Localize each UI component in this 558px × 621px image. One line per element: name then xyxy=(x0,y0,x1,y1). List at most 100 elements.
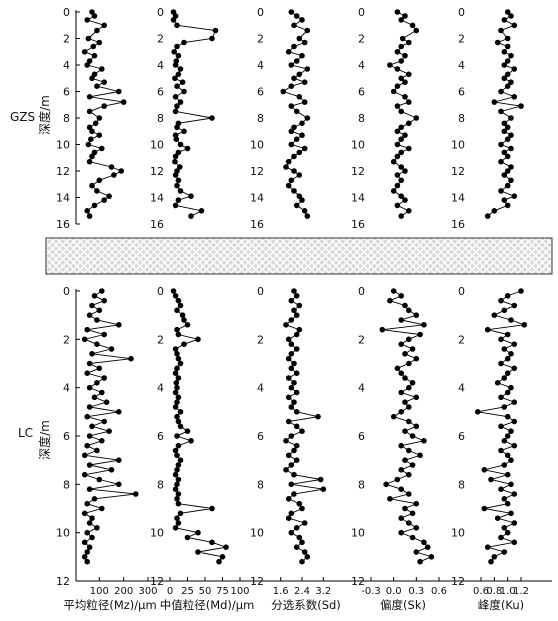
data-point-lc-md xyxy=(184,322,191,328)
data-point-gzs-md xyxy=(184,145,191,152)
data-point-lc-sk xyxy=(402,457,408,464)
data-point-gzs-mz xyxy=(86,94,93,100)
col-tick-label-gzs-sk-6: 6 xyxy=(358,86,365,99)
data-point-lc-md xyxy=(174,307,180,314)
col-tick-label-lc-sk-2: 2 xyxy=(358,333,365,346)
data-point-lc-sd xyxy=(317,476,324,483)
data-point-lc-sk xyxy=(406,418,412,425)
data-point-lc-mz xyxy=(101,297,107,304)
data-point-gzs-mz xyxy=(116,88,122,95)
data-point-gzs-sd xyxy=(291,168,297,174)
col-tick-label-gzs-sk-10: 10 xyxy=(351,139,365,152)
data-point-gzs-ku xyxy=(504,124,511,131)
data-point-gzs-mz xyxy=(106,193,112,199)
data-point-lc-mz xyxy=(96,365,103,372)
data-point-lc-sd xyxy=(293,346,300,352)
data-point-lc-md xyxy=(175,520,182,526)
data-point-lc-md xyxy=(175,297,182,304)
data-point-gzs-sd xyxy=(280,88,287,95)
data-point-lc-sk xyxy=(413,549,420,555)
data-point-lc-sd xyxy=(315,413,321,420)
data-point-gzs-sk xyxy=(402,79,408,85)
data-point-lc-sd xyxy=(291,380,297,386)
xlabel-mz: 平均粒径(Mz)/μm xyxy=(63,598,156,612)
data-point-lc-ku xyxy=(498,423,504,430)
data-point-lc-sk xyxy=(398,317,405,323)
data-point-lc-md xyxy=(177,457,184,464)
x-tick-label-ku: 1.0 xyxy=(500,586,516,597)
col-tick-label-lc-sk-6: 6 xyxy=(358,430,365,443)
data-point-lc-mz xyxy=(94,525,100,531)
data-point-lc-ku xyxy=(501,438,508,444)
col-tick-label-lc-ku-2: 2 xyxy=(458,333,465,346)
data-point-lc-md xyxy=(174,433,180,439)
data-point-gzs-mz xyxy=(91,202,98,209)
data-point-lc-sd xyxy=(293,457,300,464)
data-point-lc-sk xyxy=(413,525,420,531)
data-point-lc-mz xyxy=(103,399,110,406)
data-point-lc-sk xyxy=(409,433,416,439)
col-tick-label-lc-sd-4: 4 xyxy=(257,382,264,395)
data-point-gzs-sd xyxy=(293,136,300,142)
data-point-gzs-sd xyxy=(301,39,308,46)
depth-tick-label-lc-12: 12 xyxy=(56,575,70,588)
data-point-lc-sd xyxy=(288,341,295,348)
data-point-lc-ku xyxy=(501,404,508,410)
data-point-lc-mz xyxy=(81,510,88,517)
data-point-gzs-sk xyxy=(394,182,401,189)
data-point-lc-mz xyxy=(86,312,93,319)
col-tick-label-gzs-sd-14: 14 xyxy=(250,192,264,205)
data-point-lc-sk xyxy=(398,486,405,493)
data-point-gzs-ku xyxy=(508,79,514,85)
data-point-lc-md xyxy=(175,394,182,401)
col-tick-label-lc-md-4: 4 xyxy=(157,382,164,395)
data-point-lc-sd xyxy=(288,317,295,323)
depth-tick-label-gzs-16: 16 xyxy=(56,218,70,231)
data-point-gzs-md xyxy=(209,35,215,42)
data-point-gzs-ku xyxy=(501,197,508,203)
data-point-lc-mz xyxy=(128,355,134,362)
data-point-lc-mz xyxy=(84,558,90,565)
data-point-lc-sk xyxy=(413,394,420,401)
col-tick-label-gzs-sd-10: 10 xyxy=(250,139,264,152)
col-tick-label-gzs-sd-2: 2 xyxy=(257,33,264,46)
data-point-gzs-ku xyxy=(498,88,504,95)
data-point-lc-md xyxy=(174,496,180,502)
data-point-lc-sd xyxy=(291,288,297,294)
col-tick-label-gzs-md-0: 0 xyxy=(157,6,164,19)
data-point-gzs-md xyxy=(177,188,184,194)
data-point-lc-sk xyxy=(406,384,412,391)
data-point-lc-md xyxy=(177,423,184,430)
data-point-gzs-sk xyxy=(398,193,405,199)
data-point-lc-mz xyxy=(84,413,90,420)
data-point-gzs-md xyxy=(188,193,194,199)
data-point-lc-mz xyxy=(108,467,115,473)
data-point-gzs-mz xyxy=(84,208,90,214)
data-point-gzs-ku xyxy=(484,213,491,219)
data-point-gzs-mz xyxy=(88,136,94,142)
data-point-gzs-md xyxy=(181,39,187,46)
data-point-gzs-mz xyxy=(94,188,100,194)
data-point-gzs-ku xyxy=(504,71,511,78)
data-point-lc-mz xyxy=(86,360,93,367)
data-point-gzs-mz xyxy=(96,115,103,121)
data-point-lc-sk xyxy=(413,355,420,362)
data-point-gzs-mz xyxy=(101,79,107,85)
data-point-gzs-ku xyxy=(504,168,511,174)
data-point-lc-sd xyxy=(291,307,297,314)
data-point-lc-sd xyxy=(304,554,311,560)
col-tick-label-lc-sd-6: 6 xyxy=(257,430,264,443)
data-point-lc-md xyxy=(175,355,182,362)
data-point-gzs-mz xyxy=(108,164,115,170)
data-point-gzs-ku xyxy=(501,120,508,127)
data-point-lc-md xyxy=(172,293,179,299)
col-tick-label-gzs-sk-8: 8 xyxy=(358,112,365,125)
data-point-lc-mz xyxy=(91,496,98,502)
data-point-gzs-sd xyxy=(291,124,297,131)
data-point-gzs-mz xyxy=(86,158,93,165)
data-point-lc-ku xyxy=(498,486,504,493)
data-point-gzs-mz xyxy=(85,141,92,148)
data-point-lc-sk xyxy=(394,365,401,372)
series-line-gzs-sk xyxy=(388,11,418,217)
col-tick-label-lc-ku-12: 12 xyxy=(451,575,465,588)
